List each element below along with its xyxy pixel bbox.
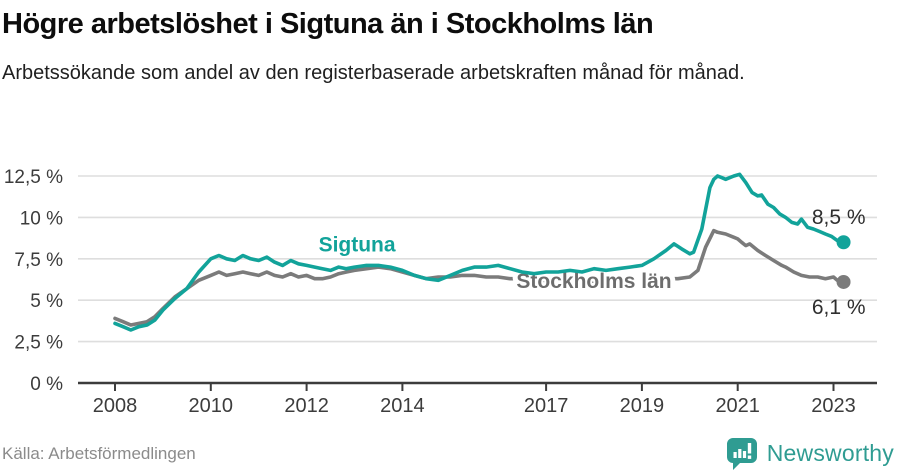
x-tick-label: 2008 <box>93 395 138 417</box>
sigtuna-end-dot <box>836 235 851 250</box>
page-title: Högre arbetslöshet i Sigtuna än i Stockh… <box>2 8 654 40</box>
x-tick-label: 2019 <box>620 395 665 417</box>
end-value-label: 6,1 % <box>812 296 866 319</box>
y-tick-label: 10 % <box>20 208 63 229</box>
chart-subtitle: Arbetssökande som andel av den registerb… <box>2 62 745 84</box>
y-tick-label: 7,5 % <box>14 250 63 271</box>
brand-name: Newsworthy <box>766 439 894 466</box>
x-tick-label: 2023 <box>811 395 856 417</box>
source-note: Källa: Arbetsförmedlingen <box>2 444 196 463</box>
end-value-label: 8,5 % <box>812 206 866 229</box>
x-tick-label: 2012 <box>284 395 329 417</box>
brand-logo: Newsworthy <box>725 436 894 470</box>
y-tick-label: 12,5 % <box>4 167 63 188</box>
stockholm-end-dot <box>836 274 851 289</box>
x-tick-label: 2017 <box>524 395 569 417</box>
y-tick-label: 0 % <box>30 374 63 395</box>
sigtuna-line <box>113 172 846 332</box>
x-tick-label: 2014 <box>380 395 425 417</box>
x-tick-label: 2010 <box>189 395 234 417</box>
x-tick-label: 2021 <box>715 395 760 417</box>
newsworthy-icon <box>726 438 757 470</box>
series-label: Sigtuna <box>319 233 396 256</box>
y-tick-label: 5 % <box>30 291 63 312</box>
y-tick-label: 2,5 % <box>14 333 63 354</box>
stockholm-line <box>113 228 846 327</box>
